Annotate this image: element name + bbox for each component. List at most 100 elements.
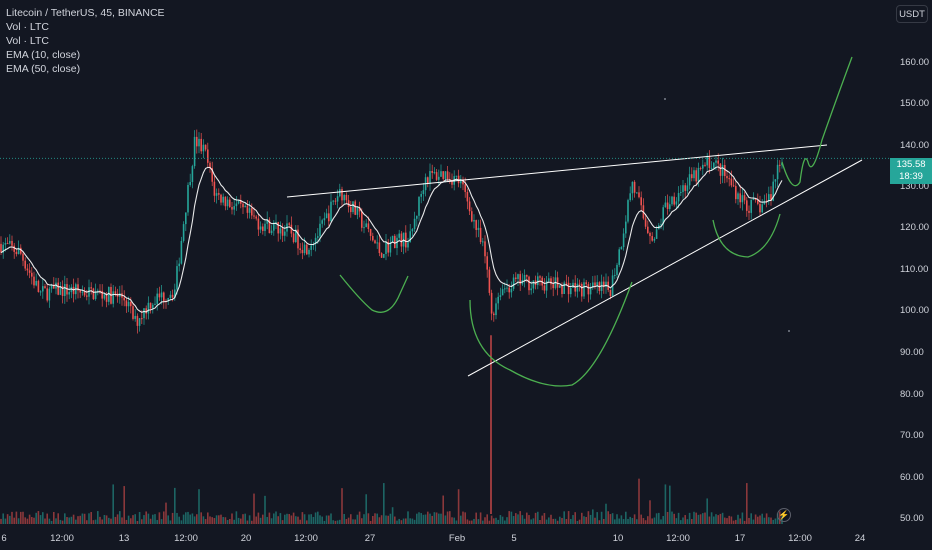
volume-bar [46,513,48,524]
symbol-title[interactable]: Litecoin / TetherUS, 45, BINANCE [6,7,165,19]
candle-body [86,295,88,297]
volume-bar [167,515,169,524]
volume-bar [138,512,141,524]
volume-bar [748,517,750,524]
candle-body [196,136,198,147]
bolt-icon[interactable]: ⚡ [777,508,791,522]
volume-bar [176,512,178,524]
candle-body [202,144,205,152]
volume-bar [231,513,233,524]
candle-body [545,280,548,291]
candle-body [682,185,684,193]
volume-bar [512,516,515,524]
volume-bar [86,520,88,524]
volume-bar [330,513,332,524]
candle-body [710,167,713,169]
time-tick-label: 20 [240,533,252,544]
volume-bar [620,515,623,524]
candle-body [473,220,475,222]
bar-countdown: 18:39 [899,171,923,182]
volume-bar [130,518,132,524]
volume-bar [57,513,59,524]
candle-body [671,196,673,205]
volume-bar [611,513,614,524]
candle-body [187,184,189,213]
indicator-vol-2[interactable]: Vol · LTC [6,35,49,47]
candle-body [226,199,229,207]
candle-body [631,181,634,194]
candle-body [603,281,605,288]
volume-bar [583,516,585,524]
candle-body [563,282,565,294]
candle-body [715,160,717,163]
candle-body [237,200,240,204]
candle-body [466,191,469,202]
volume-bar [523,518,526,524]
candle-body [248,208,251,213]
volume-bar [42,512,44,524]
time-tick-label: 6 [1,533,7,544]
volume-bar [677,512,680,524]
volume-bar [662,516,664,524]
candle-body [15,251,18,255]
candle-body [372,235,374,241]
volume-bar [310,514,312,524]
volume-bar [112,484,114,524]
volume-bar [215,515,218,524]
currency-button[interactable]: USDT [896,5,928,23]
candle-body [279,228,282,234]
volume-bar [288,514,290,524]
volume-bar [317,511,319,524]
indicator-vol-1[interactable]: Vol · LTC [6,21,49,33]
candle-body [438,176,440,180]
candle-body [587,284,590,295]
volume-bar [13,517,15,524]
volume-bar [50,520,53,524]
volume-bar [358,511,361,524]
volume-bar [295,516,297,524]
volume-bar [26,518,29,524]
indicator-ema-10[interactable]: EMA (10, close) [6,49,81,61]
volume-bar [246,520,249,524]
volume-bar [273,513,275,524]
candle-body [677,193,680,202]
indicator-ema-50[interactable]: EMA (50, close) [6,63,81,75]
volume-bar [563,511,565,524]
candle-body [11,240,13,246]
candle-body [339,189,341,197]
volume-bar [479,512,482,524]
candle-body [629,193,631,201]
volume-bar [314,512,317,524]
candle-body [517,274,519,279]
candle-body [211,168,213,182]
candle-body [512,277,515,289]
volume-bar [207,512,209,524]
candle-body [506,287,508,289]
candle-body [264,223,266,231]
volume-bar [640,514,642,524]
volume-bar [28,514,31,524]
volume-bar [9,515,11,524]
candle-body [330,201,332,222]
candle-body [418,196,420,216]
volume-bar [466,519,469,524]
candle-body [28,270,31,273]
volume-bar [17,518,20,524]
volume-bar [651,518,653,524]
candle-body [713,162,715,168]
volume-bar [411,518,414,524]
volume-bar [339,519,341,524]
candle-body [578,283,581,285]
candle-body [552,284,554,289]
candle-body [288,223,290,225]
volume-bar [572,515,574,524]
candle-body [655,229,658,239]
candle-body [251,208,253,216]
candle-body [292,233,295,243]
price-tick-label: 50.00 [900,513,924,524]
volume-bar [31,517,33,524]
candle-body [759,203,761,213]
volume-bar [750,513,752,524]
